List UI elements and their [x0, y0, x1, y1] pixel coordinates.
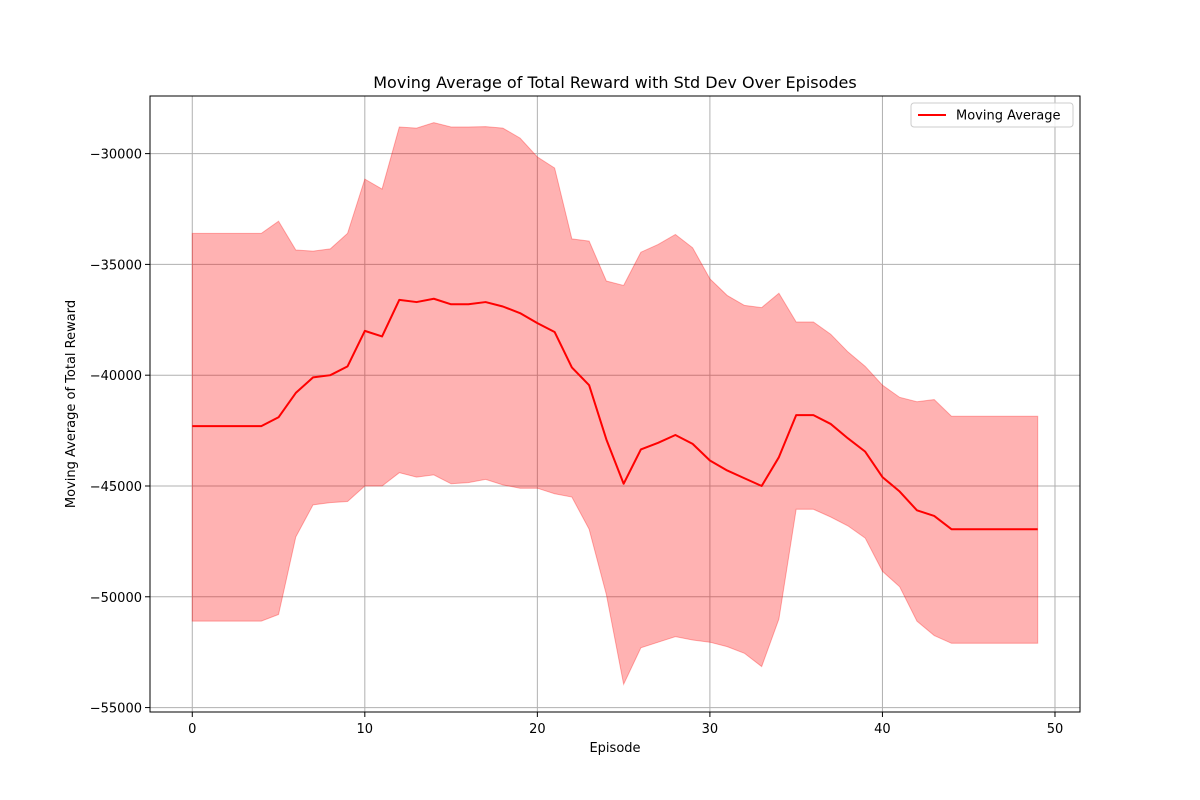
y-tick-label: −30000	[90, 148, 142, 163]
y-tick-label: −55000	[90, 702, 142, 717]
x-tick-label: 10	[357, 722, 374, 737]
std-dev-band	[191, 122, 1039, 686]
grid-layer	[150, 96, 1080, 712]
legend-label-moving-average: Moving Average	[956, 109, 1060, 124]
x-tick-label: 40	[874, 722, 891, 737]
x-tick-label: 30	[702, 722, 719, 737]
chart-title: Moving Average of Total Reward with Std …	[373, 73, 856, 92]
y-tick-label: −50000	[90, 591, 142, 606]
series-layer	[192, 297, 1038, 531]
x-tick-label: 50	[1047, 722, 1064, 737]
x-tick-label: 20	[529, 722, 546, 737]
plot-area-background	[150, 96, 1080, 712]
x-tick-label: 0	[188, 722, 196, 737]
std-dev-band-layer	[191, 122, 1039, 686]
legend-box	[910, 102, 1074, 128]
y-tick-label: −35000	[90, 258, 142, 273]
tick-layer: 0 10 20 30 40 50 −55000 −50000 −45000 −40000 −3500…	[90, 148, 1064, 737]
legend: Moving Average	[910, 102, 1074, 128]
y-axis-label: Moving Average of Total Reward	[64, 300, 79, 508]
plot-frame	[149, 95, 1081, 713]
series-line-moving-average	[192, 297, 1038, 531]
y-tick-label: −40000	[90, 369, 142, 384]
x-axis-label: Episode	[589, 741, 640, 756]
y-tick-label: −45000	[90, 480, 142, 495]
